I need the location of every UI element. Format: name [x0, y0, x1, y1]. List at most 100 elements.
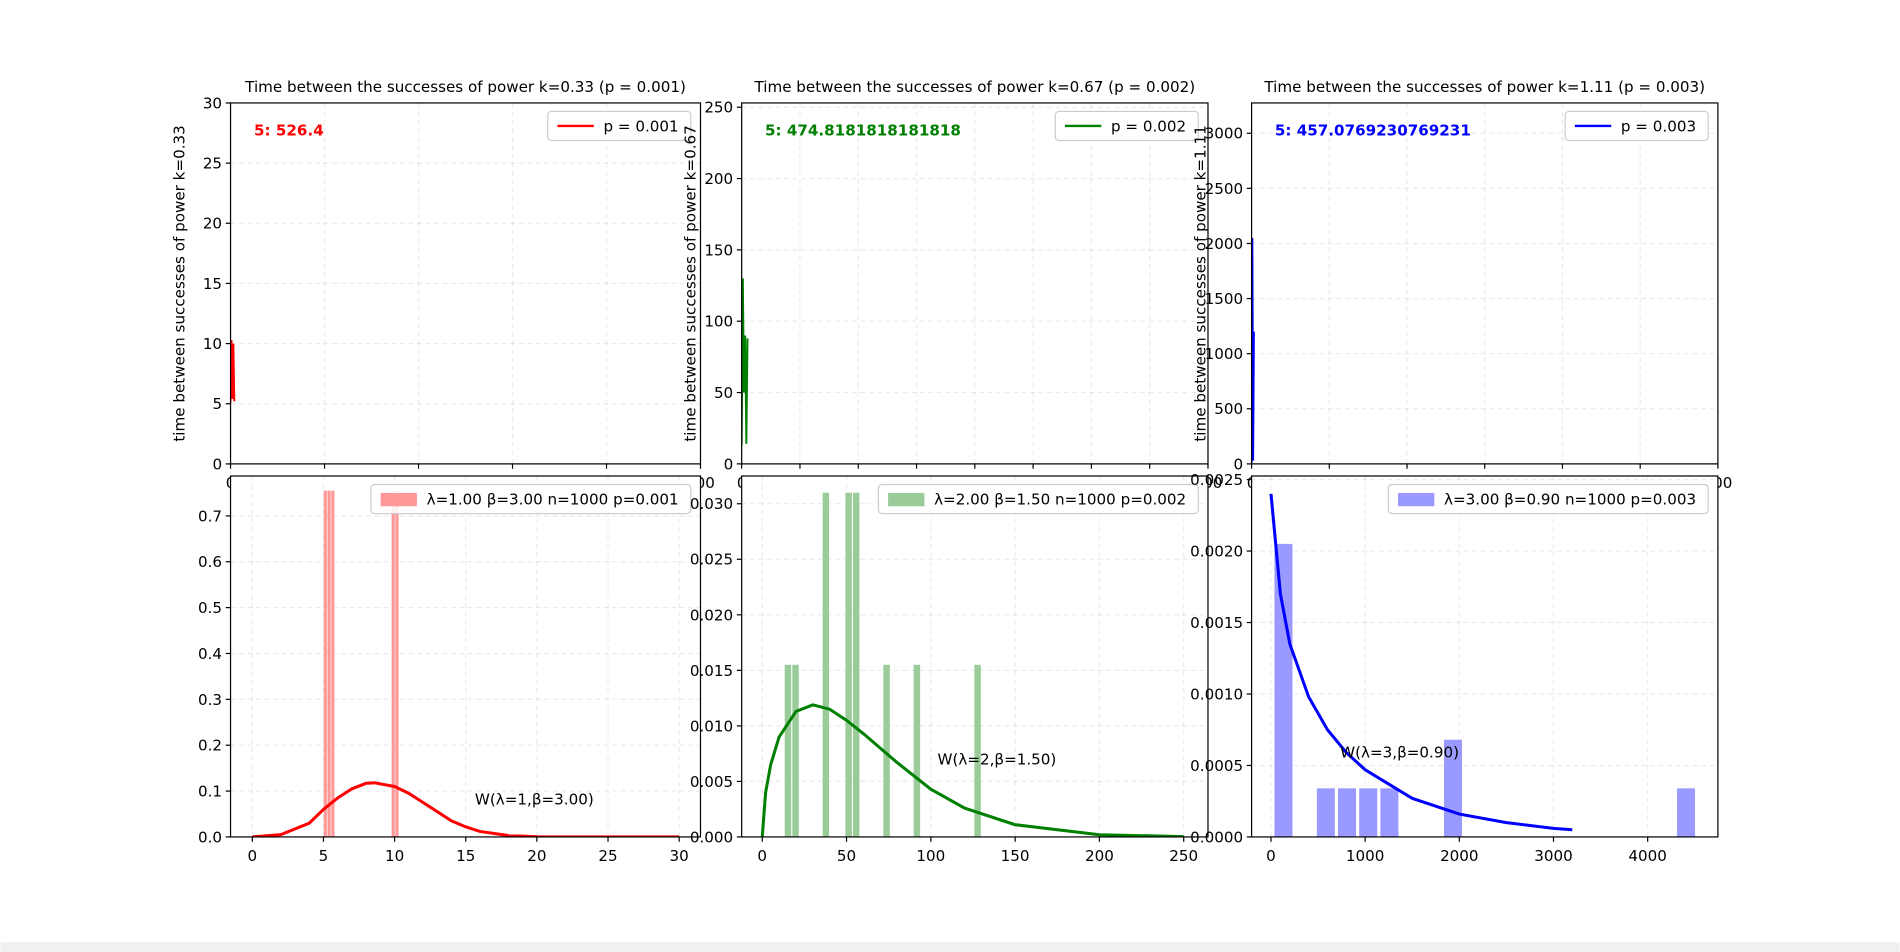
hist-bar [395, 490, 399, 837]
y-axis-label: time between successes of power k=0.33 [171, 125, 189, 441]
hist-bar [853, 492, 860, 837]
y-tick-label: 0.0000 [1190, 828, 1243, 846]
y-tick-label: 0.015 [690, 662, 733, 680]
legend-box [547, 110, 692, 142]
x-tick-label: 50 [837, 847, 856, 865]
axes-background [741, 102, 1208, 464]
plot-area [252, 490, 680, 837]
legend: λ=1.00 β=3.00 n=1000 p=0.001 [370, 483, 692, 515]
curve-annotation: W(λ=3,β=0.90) [1340, 744, 1459, 762]
legend-label: p = 0.003 [1621, 117, 1696, 135]
x-tick-label: 15 [456, 847, 475, 865]
y-tick-label: 0.6 [198, 553, 222, 571]
x-tick-label: 3000 [1534, 847, 1573, 865]
legend: p = 0.003 [1564, 110, 1709, 142]
x-tick-label: 0 [1266, 847, 1276, 865]
y-tick-label: 3000 [1205, 125, 1244, 143]
y-tick-label: 150 [704, 241, 733, 259]
legend: p = 0.001 [547, 110, 692, 142]
hist-bar [913, 664, 921, 837]
legend-label: λ=2.00 β=1.50 n=1000 p=0.002 [934, 490, 1186, 508]
hist-bar [1677, 788, 1696, 837]
x-tick-label: 5 [319, 847, 329, 865]
y-tick-label: 0.2 [198, 737, 222, 755]
y-tick-label: 1500 [1205, 290, 1244, 308]
x-tick-label: 2000 [1440, 847, 1478, 865]
y-tick-label: 10 [203, 335, 222, 353]
y-tick-label: 1000 [1205, 345, 1244, 363]
y-tick-label: 5 [212, 395, 222, 413]
plot-area [230, 339, 236, 403]
x-tick-label: 4000 [1628, 847, 1667, 865]
x-tick-label: 20 [527, 847, 546, 865]
y-tick-label: 0.0 [198, 828, 222, 846]
curve-annotation: W(λ=1,β=3.00) [475, 790, 594, 808]
data-line [230, 339, 236, 403]
legend-box [1054, 110, 1199, 142]
y-tick-label: 30 [203, 94, 222, 112]
hist-bar [323, 490, 327, 837]
y-tick-label: 2500 [1205, 180, 1244, 198]
y-tick-label: 0.030 [690, 495, 733, 513]
axes-background [1251, 102, 1718, 464]
hist-bar [1316, 788, 1335, 837]
x-tick-label: 0 [248, 847, 258, 865]
y-tick-label: 500 [1214, 400, 1243, 418]
pdf-curve [1269, 493, 1573, 832]
subplot: W(λ=1,β=3.00) 0 5 10 15 20 25 30 0.0 0.1 0.2 0.3 0.4… [198, 475, 702, 865]
curve-annotation: W(λ=2,β=1.50) [938, 751, 1057, 769]
x-tick-label: 0 [757, 847, 767, 865]
x-tick-label: 100 [916, 847, 945, 865]
hist-bar [792, 664, 799, 837]
subplot: 0100200300400500600050010001500200025003… [1192, 78, 1733, 492]
subplot-title: Time between the successes of power k=0.… [244, 78, 686, 96]
y-tick-label: 0.0025 [1190, 471, 1243, 489]
hist-bar [331, 490, 335, 837]
legend: λ=2.00 β=1.50 n=1000 p=0.002 [877, 483, 1199, 515]
legend-box [370, 483, 692, 515]
subplot-title: Time between the successes of power k=0.… [753, 78, 1195, 96]
x-tick-label: 1000 [1346, 847, 1385, 865]
subplot: W(λ=3,β=0.90) 0 1000 2000 3000 4000 0.0000 0.00… [1190, 471, 1719, 865]
value-annotation: 5: 457.0769230769231 [1275, 121, 1471, 139]
data-line [741, 278, 749, 446]
subplot: 050100150200250300350400050100150200250p… [682, 78, 1223, 492]
hist-bar [822, 492, 830, 837]
hist-bar [1274, 543, 1293, 837]
subplot-title: Time between the successes of power k=1.… [1263, 78, 1705, 96]
footer-bar [0, 942, 1900, 952]
y-tick-label: 0.0020 [1190, 542, 1243, 560]
legend-label: p = 0.001 [603, 117, 678, 135]
pdf-curve [760, 703, 1184, 837]
y-tick-label: 0.1 [198, 783, 222, 801]
subplot: W(λ=2,β=1.50) 0 50 100 150 200 250 0.000 0.005 0.… [690, 475, 1209, 865]
y-axis-label: time between successes of power k=1.11 [1192, 125, 1210, 441]
hist-bar [391, 490, 395, 837]
y-tick-label: 0.7 [198, 507, 222, 525]
x-tick-label: 200 [1085, 847, 1114, 865]
x-tick-label: 30 [670, 847, 689, 865]
y-tick-label: 25 [203, 155, 222, 173]
y-tick-label: 50 [714, 384, 733, 402]
y-tick-label: 0.000 [690, 828, 733, 846]
y-tick-label: 20 [203, 215, 222, 233]
axes-frame [1250, 475, 1719, 838]
axes-background [230, 102, 701, 464]
x-tick-label: 10 [385, 847, 404, 865]
y-tick-label: 0.4 [198, 645, 222, 663]
value-annotation: 5: 526.4 [254, 121, 324, 139]
plot-area [741, 278, 749, 446]
legend-label: λ=1.00 β=3.00 n=1000 p=0.001 [427, 490, 679, 508]
axes-frame [741, 475, 1209, 838]
y-tick-label: 0.025 [690, 551, 733, 569]
y-tick-label: 0.5 [198, 599, 222, 617]
subplot: 0100200300400500051015202530p = 0.0015: … [171, 78, 715, 492]
legend-box [1387, 483, 1709, 515]
y-tick-label: 200 [704, 170, 733, 188]
legend-swatch [1398, 492, 1435, 507]
y-tick-label: 0.0015 [1190, 614, 1243, 632]
y-tick-label: 250 [704, 99, 733, 117]
axes-background [230, 476, 701, 837]
hist-bar [1338, 788, 1357, 837]
